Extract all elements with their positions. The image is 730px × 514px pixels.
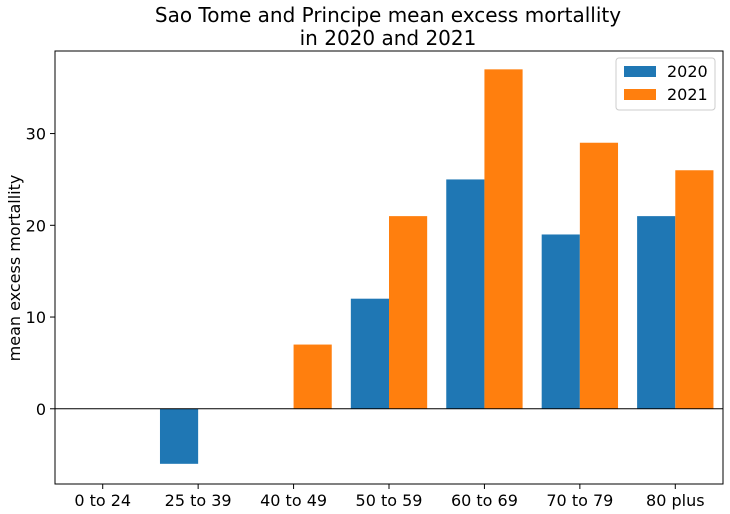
y-axis-label: mean excess mortallity xyxy=(5,175,24,362)
y-axis: 0 10 20 30 xyxy=(26,125,55,419)
legend: 2020 2021 xyxy=(615,57,716,111)
bars-group xyxy=(159,69,714,464)
chart-title-line-1: Sao Tome and Principe mean excess mortal… xyxy=(155,3,621,27)
bar-2020-70-to-79 xyxy=(541,234,580,409)
legend-label-2021: 2021 xyxy=(667,85,708,104)
bar-2020-80-plus xyxy=(637,216,676,409)
bar-2020-25-to-39 xyxy=(159,408,199,464)
x-axis: 0 to 24 25 to 39 40 to 49 50 to 59 60 to 69 7… xyxy=(74,484,705,510)
legend-label-2020: 2020 xyxy=(667,62,708,81)
legend-swatch-2021 xyxy=(624,89,656,100)
y-tick-label: 30 xyxy=(26,125,46,144)
x-tick-label: 25 to 39 xyxy=(165,491,232,510)
bar-2021-80-plus xyxy=(675,170,714,409)
x-tick-label: 50 to 59 xyxy=(356,491,423,510)
y-tick-label: 10 xyxy=(26,308,46,327)
x-tick-label: 0 to 24 xyxy=(74,491,131,510)
y-tick-label: 20 xyxy=(26,216,46,235)
bar-2020-50-to-59 xyxy=(350,298,389,409)
bar-2020-60-to-69 xyxy=(446,179,485,409)
x-tick-label: 40 to 49 xyxy=(260,491,327,510)
bar-2021-60-to-69 xyxy=(484,69,523,409)
legend-swatch-2020 xyxy=(624,66,656,77)
x-tick-label: 60 to 69 xyxy=(451,491,518,510)
y-tick-label: 0 xyxy=(36,400,46,419)
chart-title: Sao Tome and Principe mean excess mortal… xyxy=(155,3,621,50)
bar-2021-50-to-59 xyxy=(389,216,428,409)
bar-2021-70-to-79 xyxy=(579,142,619,409)
x-tick-label: 70 to 79 xyxy=(546,491,613,510)
x-tick-label: 80 plus xyxy=(646,491,705,510)
bar-2021-40-to-49 xyxy=(293,344,332,409)
chart-title-line-2: in 2020 and 2021 xyxy=(300,26,477,50)
